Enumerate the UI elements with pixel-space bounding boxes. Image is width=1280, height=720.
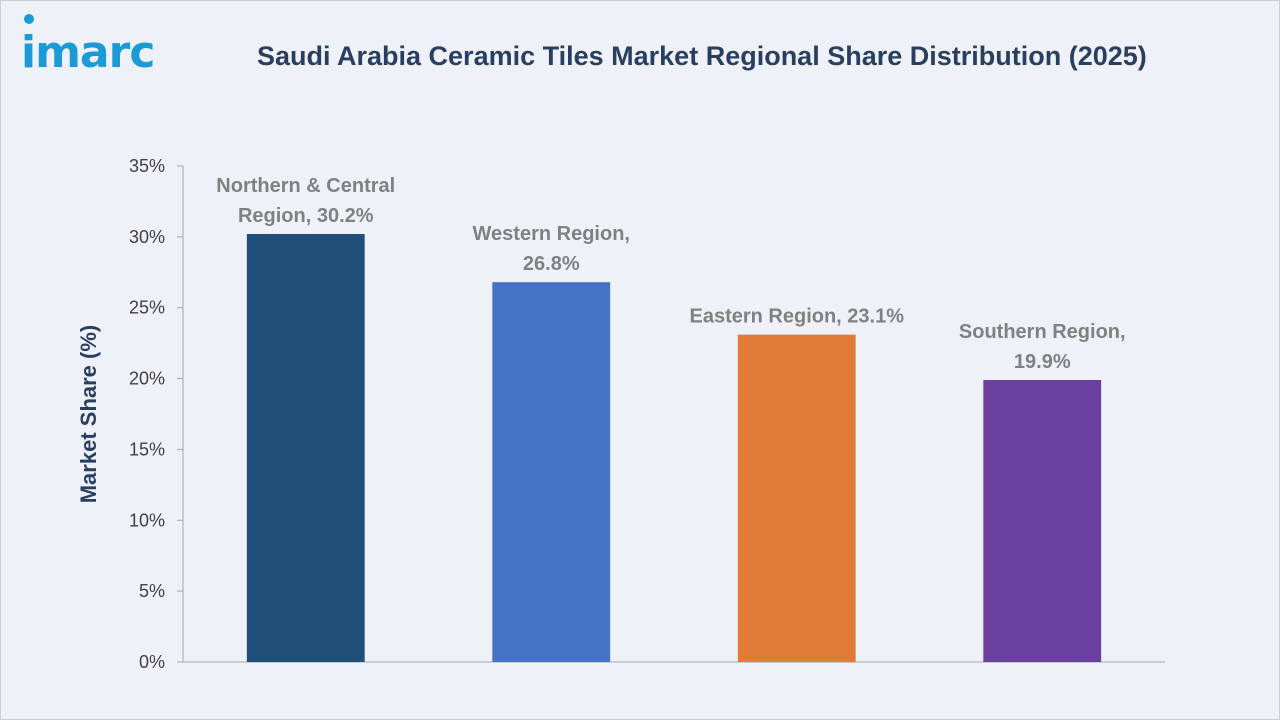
y-tick-label: 30% [129,227,165,247]
y-tick-label: 0% [139,652,165,672]
data-label-3: Eastern Region, 23.1% [689,306,904,328]
data-labels: Northern & Central Region, 30.2% Western R… [216,175,1125,373]
bar-1 [246,234,365,662]
bar-4 [983,379,1102,662]
y-axis-title: Market Share (%) [76,325,101,504]
data-label-line: 19.9% [1014,351,1071,373]
data-label-4: Southern Region, 19.9% [959,321,1126,373]
data-label-line: 26.8% [523,253,580,275]
bars [246,234,1102,662]
y-tick-label: 10% [129,510,165,530]
y-tick-label: 15% [129,439,165,459]
imarc-logo: imarc [21,27,155,78]
data-label-line: Region, 30.2% [238,205,374,227]
bar-2 [492,282,611,662]
y-tick-label: 20% [129,369,165,389]
data-label-line: Southern Region, [959,321,1126,343]
data-label-1: Northern & Central Region, 30.2% [216,175,395,227]
data-label-line: Northern & Central [216,175,395,197]
y-tick-label: 25% [129,298,165,318]
data-label-2: Western Region, 26.8% [473,223,630,275]
logo-dot [24,14,34,24]
y-tick-label: 35% [129,156,165,176]
bar-3 [737,334,856,662]
data-label-line: Eastern Region, 23.1% [689,306,904,328]
y-axis: 0% 5% 10% 15% 20% 25% 30% 35% [129,156,184,672]
chart-title: Saudi Arabia Ceramic Tiles Market Region… [257,41,1147,71]
y-tick-label: 5% [139,581,165,601]
data-label-line: Western Region, [473,223,630,245]
